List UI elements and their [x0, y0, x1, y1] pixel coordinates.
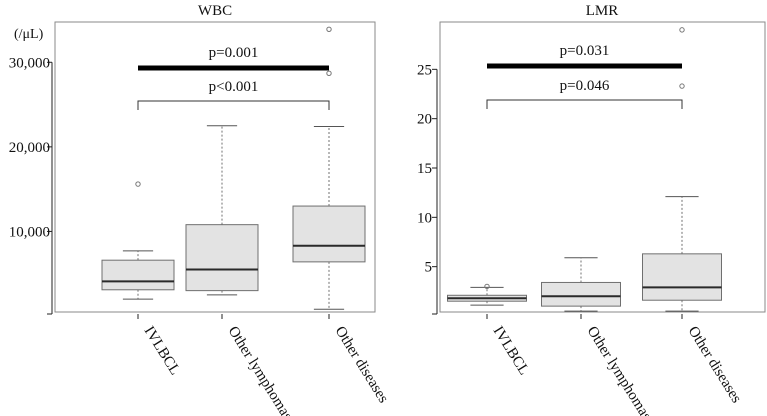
outlier-point [135, 181, 141, 187]
y-tick-label: 25 [417, 62, 432, 78]
x-category-label: Other diseases [332, 324, 392, 406]
box-iqr [101, 259, 175, 291]
plot-frame [54, 21, 376, 313]
outlier-point [484, 283, 490, 290]
outlier-point [326, 70, 332, 76]
box-iqr [642, 253, 722, 301]
panel-title: WBC [198, 3, 232, 19]
significance-bracket [137, 100, 330, 110]
y-tick-label: 30,000 [9, 55, 50, 71]
x-category-label: IVLBCL [141, 324, 183, 378]
y-tick-label: 5 [425, 260, 433, 276]
x-category-label: Other lymphomas [225, 324, 296, 416]
p-value-label: p<0.001 [209, 79, 259, 95]
plot-frame [439, 21, 766, 313]
panel-title: LMR [586, 3, 619, 19]
y-tick-label: 15 [417, 161, 432, 177]
p-value-label: p=0.031 [560, 43, 610, 59]
box-iqr [292, 205, 366, 263]
outlier-point [679, 27, 685, 33]
box-iqr [541, 281, 621, 307]
p-value-label: p=0.001 [209, 45, 259, 61]
outlier-point [679, 83, 685, 89]
y-tick-label: 20 [417, 112, 432, 128]
outlier-point [326, 26, 332, 33]
y-tick-label: 20,000 [9, 140, 50, 156]
y-unit-label: (/μL) [14, 27, 44, 42]
x-category-label: Other lymphomas [584, 324, 655, 416]
y-tick-label: 10,000 [9, 224, 50, 240]
significance-bracket [486, 99, 683, 109]
box-iqr [185, 224, 259, 292]
y-tick-label: 10 [417, 210, 432, 226]
x-category-label: IVLBCL [490, 324, 532, 378]
p-value-label: p=0.046 [560, 78, 610, 94]
x-category-label: Other diseases [685, 324, 745, 406]
